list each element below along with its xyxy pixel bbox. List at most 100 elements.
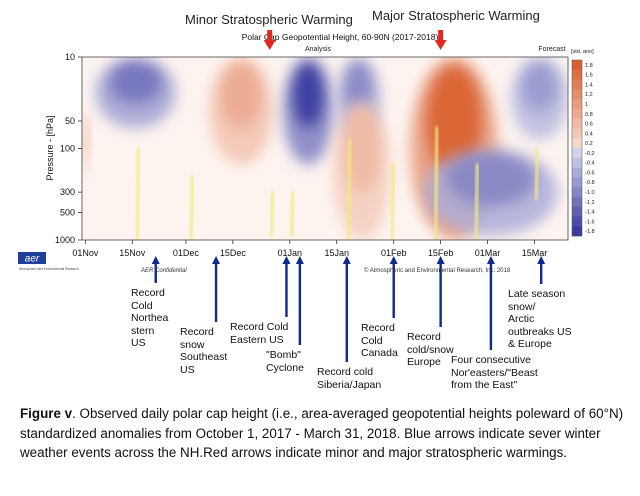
colorbar-tick-7: 0.4 <box>585 131 593 137</box>
x-tick-label-15Feb: 15Feb <box>428 248 454 258</box>
anomaly-blob-7 <box>511 57 568 140</box>
anomaly-blob-1 <box>209 57 274 165</box>
anomaly-blob-4 <box>333 100 391 240</box>
colorbar-frame <box>571 59 583 237</box>
colorbar-tick-15: -1.4 <box>585 210 595 216</box>
anomaly-blob-6 <box>423 148 558 236</box>
y-tick-label-100: 100 <box>60 144 75 154</box>
event-label-noreasters: Four consecutive Nor'easters/"Beast from… <box>451 354 538 391</box>
warming-arrow-0 <box>263 30 276 50</box>
colorbar-tick-12: -0.8 <box>585 180 595 186</box>
colorbar-tick-11: -0.6 <box>585 170 595 176</box>
colorbar-swatch-5 <box>572 108 582 119</box>
figure-caption: Figure v. Observed daily polar cap heigh… <box>20 404 630 463</box>
confidential-label: AER Confidential <box>140 268 187 274</box>
stratospheric-warming-arrows <box>263 30 447 50</box>
x-tick-label-01Jan: 01Jan <box>278 248 303 258</box>
forecast-label: Forecast <box>538 46 565 53</box>
anomaly-blob-2 <box>283 57 334 165</box>
colorbar-swatch-14 <box>572 196 582 207</box>
event-label-europe-cold: Record cold/snow Europe <box>407 331 454 368</box>
event-arrow-0 <box>151 256 160 283</box>
colorbar-swatch-9 <box>572 148 582 159</box>
colorbar-swatch-7 <box>572 128 582 139</box>
weather-event-arrows <box>151 256 546 362</box>
event-label-late-season: Late season snow/ Arctic outbreaks US & … <box>508 288 572 350</box>
x-tick-label-01Feb: 01Feb <box>381 248 407 258</box>
colorbar-swatch-17 <box>572 226 582 237</box>
colorbar-tick-17: -1.8 <box>585 229 595 235</box>
streak-2 <box>269 190 275 238</box>
minor-warming-title: Minor Stratospheric Warming <box>185 12 353 27</box>
anomaly-blob-8 <box>82 112 89 177</box>
event-label-southeast-snow: Record snow Southeast US <box>180 326 228 376</box>
streak-8 <box>534 146 540 200</box>
x-tick-label-15Nov: 15Nov <box>119 248 146 258</box>
colorbar-swatch-2 <box>572 79 582 90</box>
colorbar-label: [std. ano] <box>571 49 594 55</box>
event-label-canada-cold: Record Cold Canada <box>361 322 398 359</box>
streak-1 <box>189 174 195 240</box>
colorbar-swatch-11 <box>572 167 582 178</box>
colorbar-tick-8: 0.2 <box>585 141 593 147</box>
y-tick-label-50: 50 <box>65 116 75 126</box>
colorbar-swatch-4 <box>572 99 582 110</box>
chart-title: Polar Cap Geopotential Height, 60-90N (2… <box>242 32 439 42</box>
event-arrow-2 <box>282 256 291 317</box>
x-tick-label-15Mar: 15Mar <box>522 248 548 258</box>
aer-logo-text: aer <box>25 254 40 265</box>
copyright-label: © Atmospheric and Environmental Research… <box>364 267 511 274</box>
colorbar-tick-4: 1 <box>585 102 588 108</box>
event-arrow-4 <box>342 256 351 362</box>
streak-5 <box>390 163 396 240</box>
colorbar-swatch-6 <box>572 118 582 129</box>
colorbar-tick-13: -1.0 <box>585 190 595 196</box>
aer-logo-box <box>18 252 46 264</box>
event-arrow-7 <box>486 256 495 350</box>
x-tick-label-01Dec: 01Dec <box>173 248 200 258</box>
event-arrow-5 <box>389 256 398 318</box>
stratosphere-figure: Polar Cap Geopotential Height, 60-90N (2… <box>18 30 595 362</box>
streak-3 <box>289 190 295 238</box>
x-tick-label-15Jan: 15Jan <box>324 248 349 258</box>
colorbar-swatch-12 <box>572 177 582 188</box>
major-warming-title: Major Stratospheric Warming <box>372 8 540 23</box>
y-tick-label-1000: 1000 <box>55 235 75 245</box>
aer-logo: aer Atmospheric and Environmental Resear… <box>18 252 79 271</box>
y-tick-label-300: 300 <box>60 187 75 197</box>
colorbar-tick-1: 1.6 <box>585 73 593 79</box>
colorbar-swatch-10 <box>572 157 582 168</box>
y-axis: 10 50 100 300 500 1000 <box>55 52 82 245</box>
colorbar-tick-9: -0.2 <box>585 151 595 157</box>
colorbar-swatch-8 <box>572 138 582 149</box>
event-arrow-6 <box>436 256 445 327</box>
x-tick-label-01Mar: 01Mar <box>475 248 501 258</box>
aer-logo-caption: Atmospheric and Environmental Research <box>19 267 79 271</box>
colorbar-swatch-15 <box>572 206 582 217</box>
y-tick-label-10: 10 <box>65 52 75 62</box>
colorbar-tick-3: 1.2 <box>585 92 593 98</box>
colorbar-swatch-1 <box>572 69 582 80</box>
colorbar-tick-0: 1.8 <box>585 63 593 69</box>
streak-7 <box>473 163 480 240</box>
anomaly-blob-0 <box>95 57 176 129</box>
colorbar-swatch-16 <box>572 216 582 227</box>
event-label-bomb-cyclone: "Bomb" Cyclone <box>266 349 304 374</box>
y-tick-label-500: 500 <box>60 207 75 217</box>
colorbar-swatch-13 <box>572 187 582 198</box>
colorbar-tick-5: 0.8 <box>585 112 593 118</box>
caption-text: . Observed daily polar cap height (i.e.,… <box>20 406 624 461</box>
heatmap-plot-area <box>82 57 568 240</box>
caption-label: Figure v <box>20 406 73 421</box>
y-axis-label: Pressure - [hPa] <box>45 115 55 180</box>
event-label-siberia-japan: Record cold Siberia/Japan <box>317 366 382 391</box>
colorbar-swatch-3 <box>572 89 582 100</box>
x-tick-label-15Dec: 15Dec <box>220 248 247 258</box>
colorbar-tick-16: -1.6 <box>585 219 595 225</box>
colorbar-tick-6: 0.6 <box>585 122 593 128</box>
event-label-eastern-cold: Record Cold Eastern US <box>230 321 289 346</box>
streak-layer <box>135 126 540 240</box>
warming-arrow-1 <box>434 30 447 50</box>
analysis-label: Analysis <box>305 46 332 53</box>
x-axis: 01Nov 15Nov 01Dec 15Dec 01Jan 15Jan 01Feb 15Feb… <box>72 240 547 258</box>
